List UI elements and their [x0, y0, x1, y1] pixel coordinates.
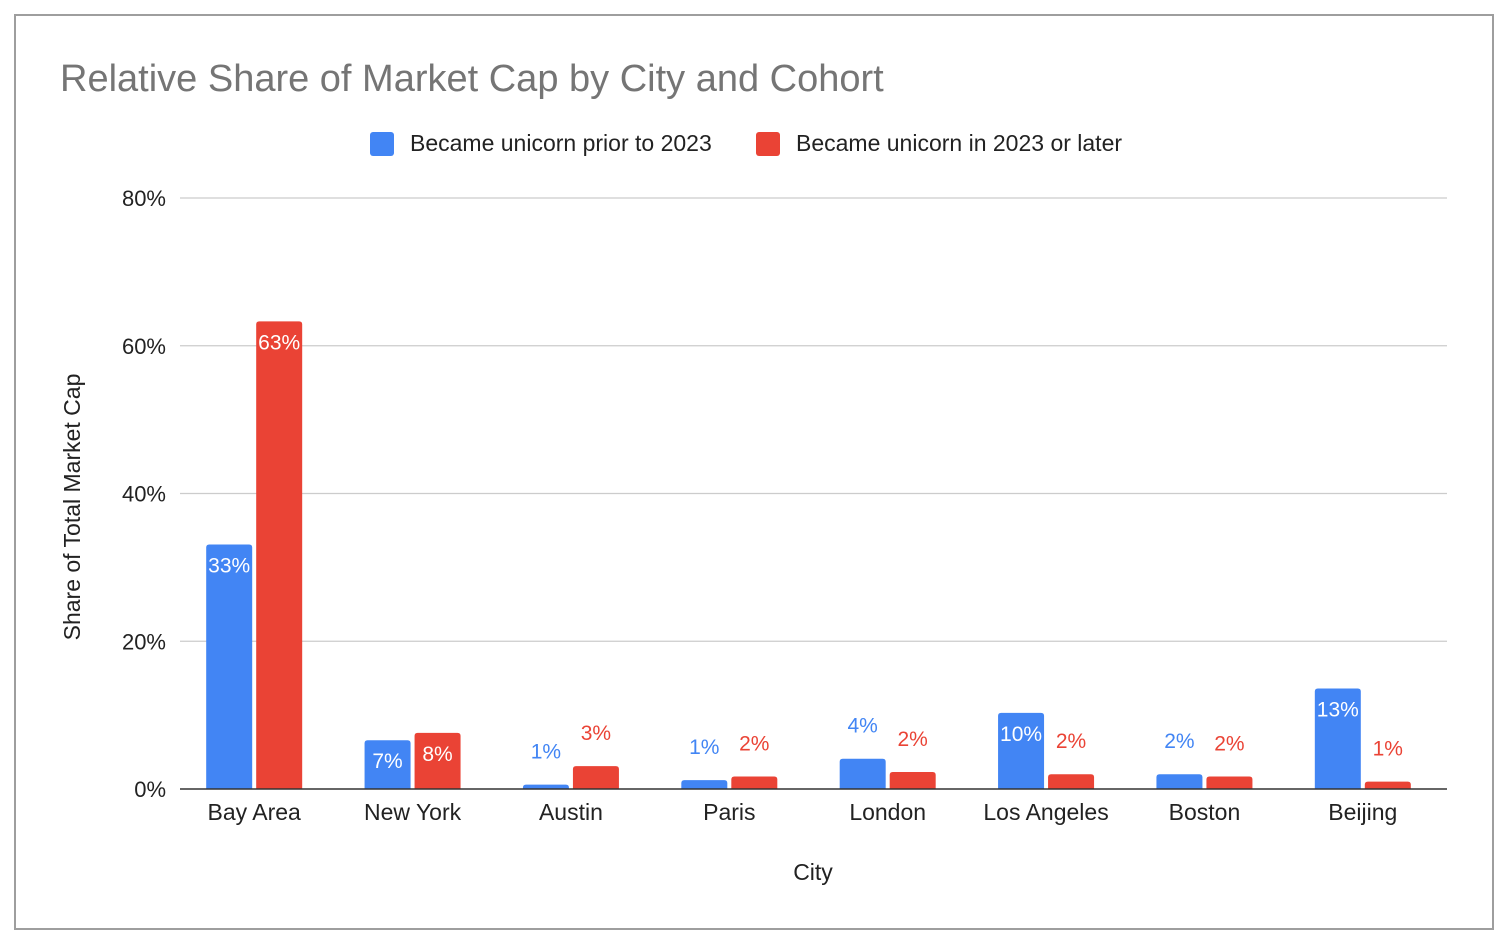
y-tick-label: 20% — [122, 629, 166, 654]
legend-swatch — [370, 132, 394, 156]
y-tick-label: 0% — [134, 777, 166, 802]
bar — [681, 780, 728, 789]
bar — [414, 732, 461, 789]
bar — [572, 766, 619, 789]
bar — [889, 772, 936, 789]
data-label: 33% — [208, 554, 250, 577]
bar — [256, 321, 303, 789]
bar — [1048, 774, 1095, 789]
data-label: 2% — [739, 732, 769, 755]
y-tick-label: 60% — [122, 334, 166, 359]
y-tick-label: 80% — [122, 186, 166, 211]
data-label: 63% — [258, 331, 300, 354]
y-axis-title: Share of Total Market Cap — [59, 374, 85, 641]
x-tick-label: Paris — [703, 799, 755, 825]
y-tick-label: 40% — [122, 482, 166, 507]
data-label: 7% — [372, 750, 402, 773]
x-tick-label: Bay Area — [208, 799, 302, 825]
legend-label: Became unicorn prior to 2023 — [410, 130, 712, 156]
data-label: 2% — [898, 728, 928, 751]
bar — [1364, 781, 1411, 789]
data-label: 1% — [689, 736, 719, 759]
x-tick-label: Beijing — [1328, 799, 1397, 825]
data-label: 1% — [1373, 738, 1403, 761]
x-axis-title: City — [793, 859, 833, 885]
legend-label: Became unicorn in 2023 or later — [796, 130, 1122, 156]
data-label: 8% — [422, 743, 452, 766]
bar — [364, 740, 411, 789]
data-label: 4% — [848, 715, 878, 738]
data-label: 2% — [1164, 730, 1194, 753]
data-label: 1% — [531, 741, 561, 764]
x-tick-label: Boston — [1169, 799, 1241, 825]
bar — [839, 758, 886, 789]
x-tick-label: Los Angeles — [983, 799, 1108, 825]
data-label: 3% — [581, 722, 611, 745]
x-tick-label: London — [849, 799, 926, 825]
x-tick-label: Austin — [539, 799, 603, 825]
bar — [998, 712, 1045, 789]
data-label: 2% — [1214, 732, 1244, 755]
bar — [731, 776, 778, 789]
legend-swatch — [756, 132, 780, 156]
bar — [206, 544, 253, 789]
data-label: 10% — [1000, 723, 1042, 746]
chart-title: Relative Share of Market Cap by City and… — [60, 58, 884, 100]
bar — [1314, 688, 1361, 789]
data-label: 2% — [1056, 730, 1086, 753]
bar — [1156, 774, 1203, 789]
data-label: 13% — [1317, 699, 1359, 722]
x-tick-label: New York — [364, 799, 462, 825]
bar — [1206, 776, 1253, 789]
bar — [522, 784, 569, 789]
